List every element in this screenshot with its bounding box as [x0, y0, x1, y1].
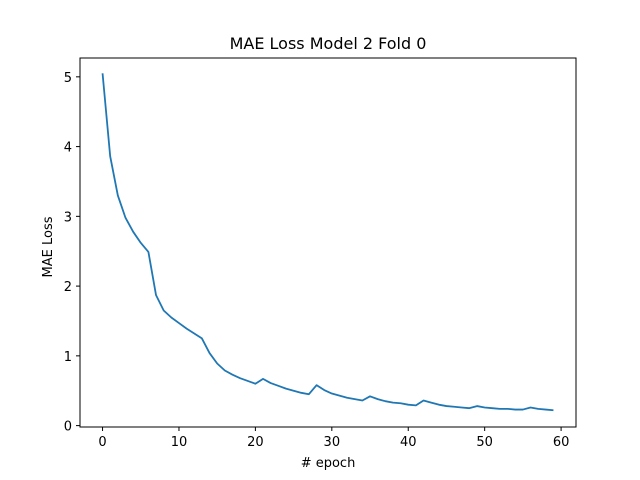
y-tick-label: 1 — [64, 350, 72, 365]
x-tick-label: 40 — [400, 435, 417, 450]
y-tick-label: 4 — [64, 141, 72, 156]
loss-series-line — [101, 73, 554, 412]
y-axis-label: MAE Loss — [41, 216, 56, 277]
x-tick-label: 60 — [553, 435, 570, 450]
x-axis-label: # epoch — [301, 456, 356, 471]
x-tick-label: 20 — [247, 435, 264, 450]
plot-area — [101, 73, 554, 412]
x-tick-label: 10 — [171, 435, 188, 450]
x-tick-label: 50 — [476, 435, 493, 450]
axes-frame — [79, 57, 577, 428]
x-tick-label: 30 — [324, 435, 341, 450]
axis-ticks: 0 10 20 30 40 50 60 0 1 2 3 4 5 — [64, 71, 570, 450]
y-tick-label: 2 — [64, 280, 72, 295]
y-tick-label: 3 — [64, 210, 72, 225]
y-tick-label: 5 — [64, 71, 72, 86]
chart-title: MAE Loss Model 2 Fold 0 — [230, 34, 427, 53]
x-tick-label: 0 — [98, 435, 106, 450]
y-tick-label: 0 — [64, 420, 72, 435]
